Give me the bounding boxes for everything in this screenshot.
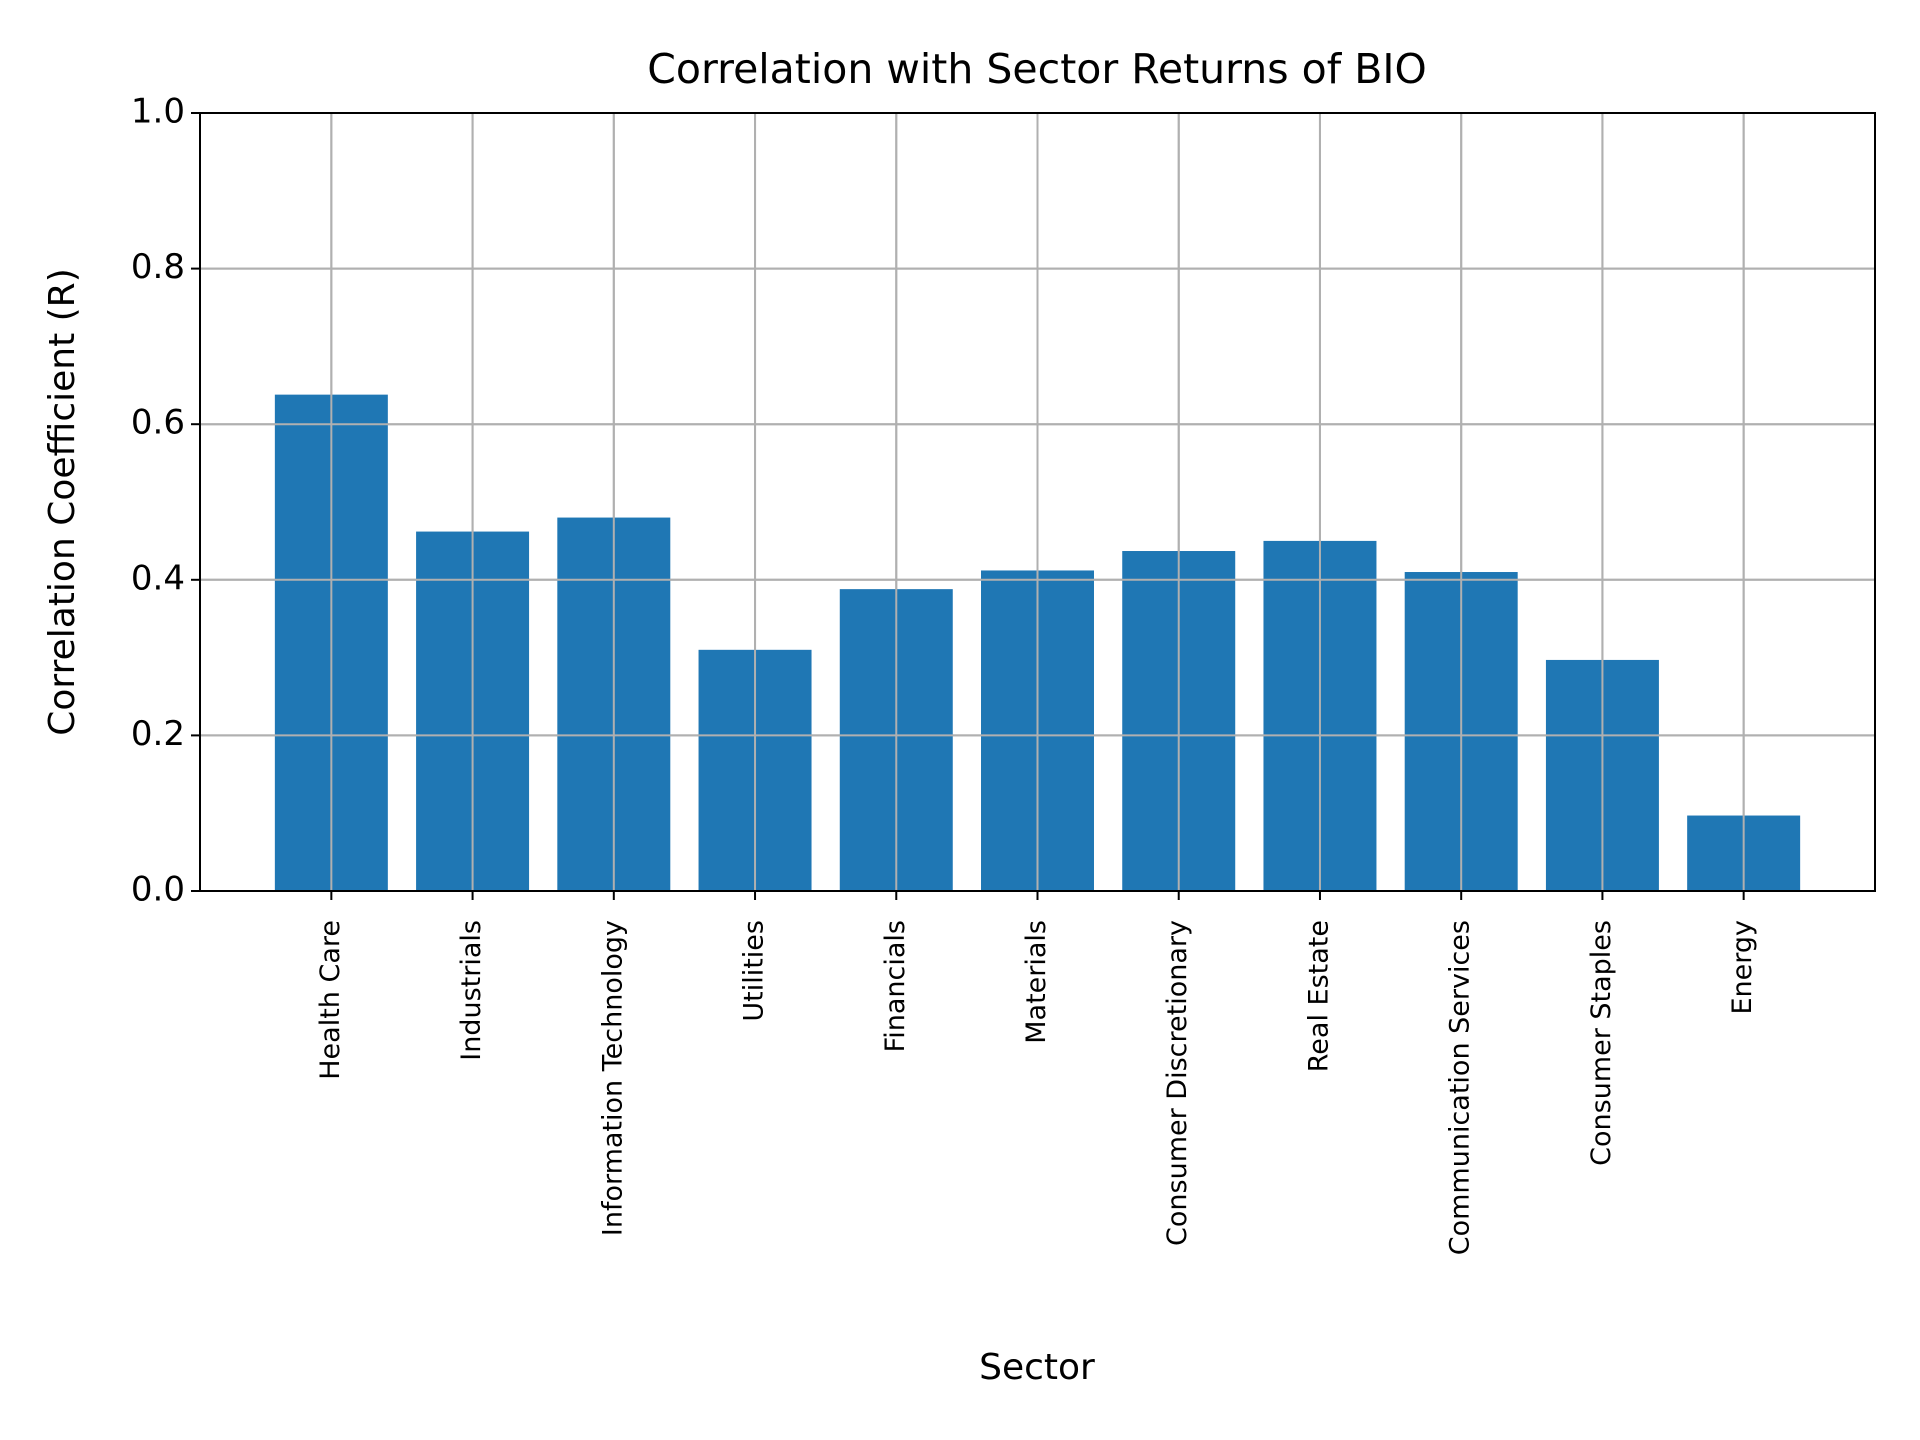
x-axis-label: Sector [979,1347,1095,1388]
y-tick-label: 0.2 [131,714,185,754]
x-tick-label: Energy [1727,920,1758,1015]
x-tick-label: Industrials [456,920,487,1061]
y-axis-label: Correlation Coefficient (R) [42,268,83,736]
x-tick-label: Materials [1021,920,1052,1044]
y-tick-label: 0.0 [131,870,185,910]
x-tick-label: Health Care [315,920,346,1080]
x-tick-label: Financials [880,920,911,1052]
y-tick-label: 1.0 [131,92,185,132]
x-tick-label: Information Technology [597,920,628,1236]
x-tick-label: Consumer Discretionary [1162,920,1193,1246]
x-tick-label: Real Estate [1303,920,1334,1072]
y-tick-label: 0.6 [131,403,185,443]
x-tick-label: Consumer Staples [1586,920,1617,1166]
plot-frame [199,112,1876,892]
y-tick-label: 0.4 [131,558,185,598]
x-tick-label: Utilities [739,920,770,1022]
chart-title: Correlation with Sector Returns of BIO [647,45,1426,93]
x-tick-label: Communication Services [1445,920,1476,1255]
y-tick-label: 0.8 [131,247,185,287]
